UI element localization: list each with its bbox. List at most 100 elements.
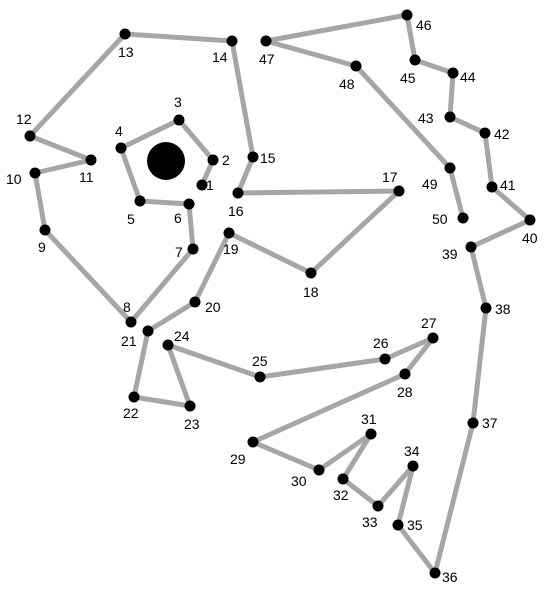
segment-3-4 [118,117,182,151]
dot-27 [427,332,439,344]
segment-14-15 [229,38,256,160]
dot-label-34: 34 [404,443,420,459]
dot-23 [184,400,196,412]
segment-25-26 [257,356,388,380]
dot-label-38: 38 [495,301,511,317]
dot-label-16: 16 [228,203,244,219]
dot-label-43: 43 [418,110,434,126]
segment-11-12 [27,133,94,163]
dot-label-5: 5 [127,211,135,227]
segment-45-46 [404,12,418,63]
dot-label-4: 4 [115,123,123,139]
segment-37-38 [470,305,489,426]
segment-40-41 [489,184,533,223]
dot-9 [39,224,51,236]
dot-label-10: 10 [6,171,22,187]
dot-label-24: 24 [174,328,190,344]
dot-label-47: 47 [259,51,275,67]
segment-9-10 [32,170,48,233]
dot-8 [125,316,137,328]
dot-label-2: 2 [222,152,230,168]
dot-11 [85,154,97,166]
dot-label-27: 27 [421,315,437,331]
dot-44 [447,67,459,79]
dot-label-25: 25 [252,353,268,369]
dot-label-44: 44 [460,69,476,85]
dot-36 [429,567,441,579]
segment-5-6 [137,198,192,207]
dot-24 [162,339,174,351]
dot-label-36: 36 [442,569,458,585]
dot-label-45: 45 [400,70,416,86]
segment-22-23 [131,394,193,409]
dot-28 [399,368,411,380]
segment-19-20 [192,230,232,305]
segment-42-43 [447,114,488,136]
dot-4 [115,142,127,154]
dot-21 [142,325,154,337]
dot-label-20: 20 [205,299,221,315]
segment-34-35 [395,463,416,528]
eye-dot [147,142,185,180]
dot-14 [226,35,238,47]
dot-47 [260,35,272,47]
dot-31 [365,428,377,440]
dot-label-32: 32 [333,487,349,503]
segment-13-14 [122,31,235,44]
dot-20 [189,296,201,308]
dot-label-19: 19 [223,241,239,257]
dot-label-8: 8 [123,299,131,315]
dot-label-35: 35 [407,517,423,533]
segment-12-13 [27,31,128,139]
dot-7 [187,243,199,255]
dot-22 [128,391,140,403]
dot-label-31: 31 [361,411,377,427]
dot-label-41: 41 [500,177,516,193]
segment-43-44 [447,70,456,120]
dot-25 [254,371,266,383]
segment-26-27 [382,335,436,362]
dot-label-26: 26 [373,335,389,351]
segment-32-33 [340,476,381,509]
connecting-lines [27,12,533,576]
dot-43 [444,111,456,123]
dot-15 [247,151,259,163]
dot-42 [479,127,491,139]
segment-36-37 [432,420,476,576]
dot-label-21: 21 [121,333,137,349]
dot-label-9: 9 [38,239,46,255]
segment-8-9 [42,227,134,325]
dot-3 [173,114,185,126]
dot-label-46: 46 [416,17,432,33]
dot-label-12: 12 [16,111,32,127]
dot-33 [372,500,384,512]
dot-18 [305,267,317,279]
dot-29 [247,436,259,448]
segment-49-50 [447,165,466,221]
segment-38-39 [468,244,489,311]
segment-31-32 [340,431,374,482]
dot-6 [183,198,195,210]
dot-label-33: 33 [362,514,378,530]
dot-label-17: 17 [382,169,398,185]
numbered-dots [24,9,536,579]
dot-label-49: 49 [422,176,438,192]
dot-label-50: 50 [432,211,448,227]
dot-30 [313,464,325,476]
dot-label-3: 3 [174,94,182,110]
segment-21-22 [131,328,151,400]
segment-41-42 [482,130,495,190]
segment-47-48 [263,38,359,69]
dot-label-37: 37 [482,415,498,431]
dot-label-42: 42 [494,126,510,142]
dot-label-40: 40 [522,230,538,246]
segment-24-25 [165,342,263,380]
segment-29-30 [250,439,322,473]
dot-50 [457,212,469,224]
dot-label-29: 29 [230,451,246,467]
dot-45 [409,54,421,66]
segment-6-7 [186,201,196,252]
dot-5 [134,195,146,207]
